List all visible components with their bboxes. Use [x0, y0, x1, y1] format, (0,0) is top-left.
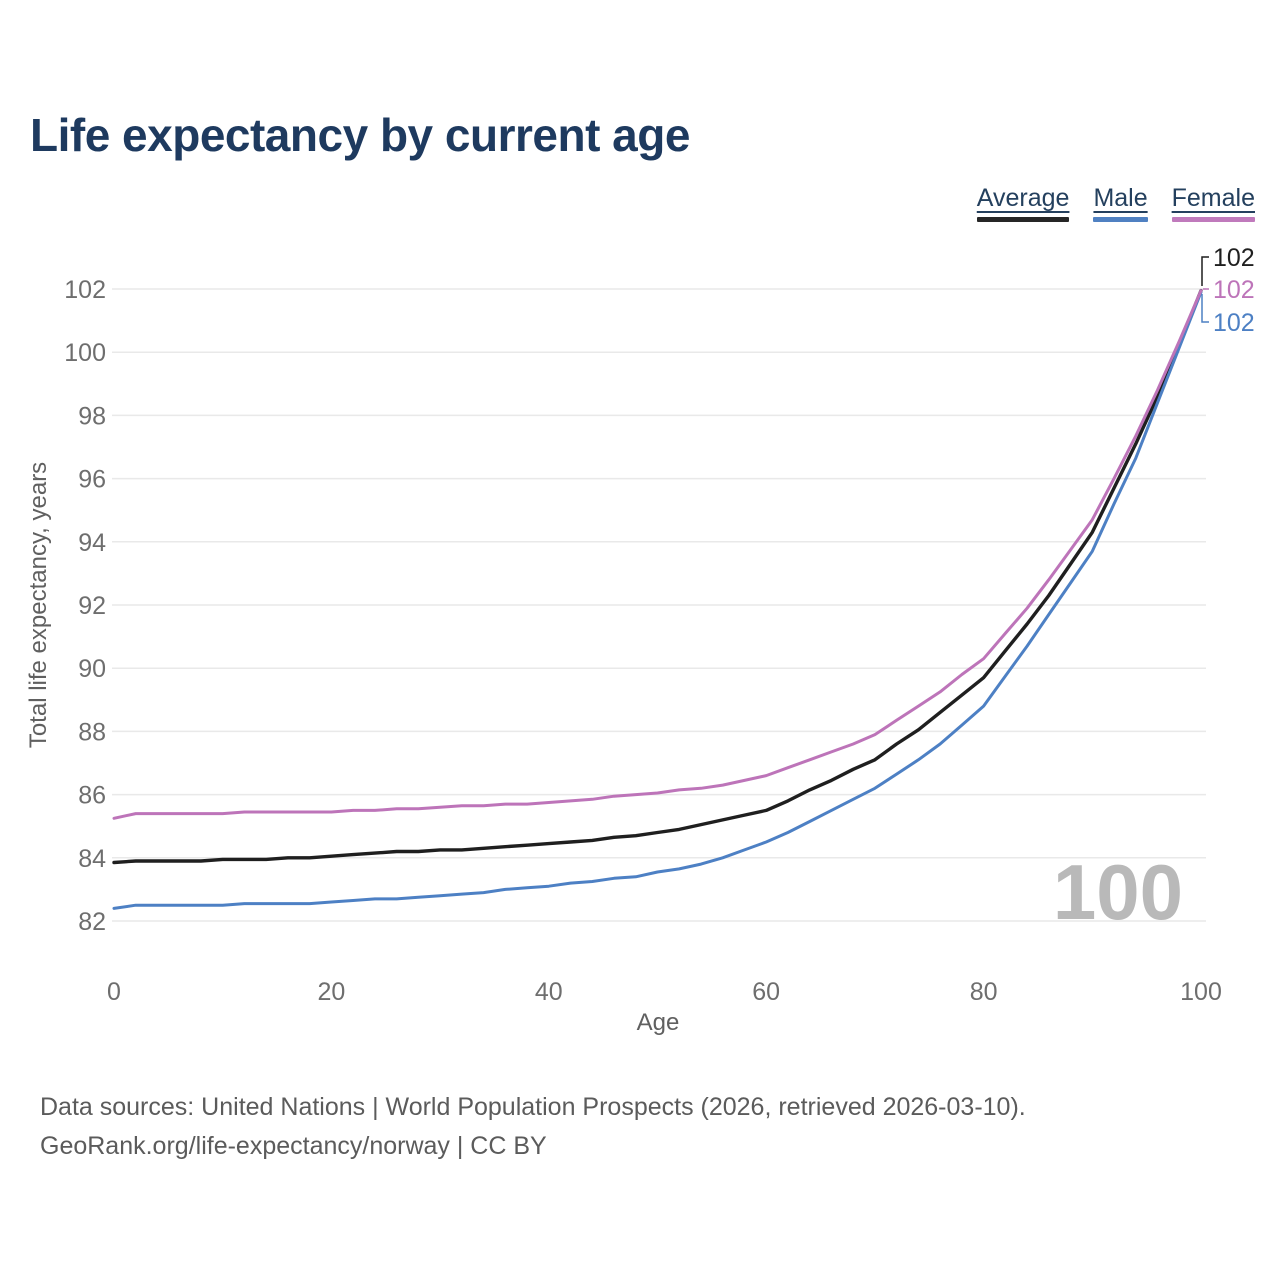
- y-tick-label: 100: [64, 339, 106, 367]
- legend-label-male: Male: [1093, 184, 1148, 212]
- y-tick-label: 92: [78, 592, 106, 620]
- end-label-average: 102: [1213, 244, 1255, 272]
- end-label-female: 102: [1213, 276, 1255, 304]
- x-tick-label: 80: [970, 978, 998, 1006]
- legend-item-female[interactable]: Female: [1171, 184, 1255, 222]
- series-line-male[interactable]: [112, 290, 1203, 910]
- end-label-male: 102: [1213, 309, 1255, 337]
- footer-attribution: GeoRank.org/life-expectancy/norway | CC …: [40, 1132, 547, 1160]
- x-tick-label: 20: [317, 978, 345, 1006]
- legend: Average Male Female: [976, 184, 1255, 222]
- y-tick-label: 102: [64, 276, 106, 304]
- x-tick-label: 100: [1180, 978, 1222, 1006]
- y-axis-title: Total life expectancy, years: [25, 462, 52, 748]
- legend-label-female: Female: [1171, 184, 1255, 212]
- x-tick-label: 60: [752, 978, 780, 1006]
- y-tick-label: 94: [78, 529, 106, 557]
- x-tick-label: 0: [107, 978, 121, 1006]
- y-tick-label: 84: [78, 845, 106, 873]
- watermark: 100: [1053, 848, 1183, 936]
- series-line-average[interactable]: [112, 288, 1203, 865]
- y-tick-label: 90: [78, 655, 106, 683]
- legend-item-male[interactable]: Male: [1093, 184, 1148, 222]
- y-tick-label: 88: [78, 718, 106, 746]
- footer-sources: Data sources: United Nations | World Pop…: [40, 1093, 1026, 1121]
- legend-label-average: Average: [976, 184, 1070, 212]
- end-label-leader-male: [1201, 294, 1209, 323]
- y-tick-label: 82: [78, 908, 106, 936]
- x-tick-label: 40: [535, 978, 563, 1006]
- legend-swatch-average: [976, 217, 1070, 222]
- y-tick-label: 98: [78, 402, 106, 430]
- x-axis-title: Age: [637, 1009, 680, 1036]
- page-title: Life expectancy by current age: [30, 109, 690, 161]
- end-label-leader-average: [1201, 256, 1209, 286]
- y-tick-label: 96: [78, 466, 106, 494]
- legend-swatch-female: [1171, 217, 1255, 222]
- legend-item-average[interactable]: Average: [976, 184, 1070, 222]
- series-line-female[interactable]: [112, 289, 1203, 820]
- legend-swatch-male: [1093, 217, 1148, 222]
- footer: Data sources: United Nations | World Pop…: [40, 1088, 1026, 1166]
- chart-canvas: 82 84 86 88 90 92 94 96 98 100 102 0 20 40 60 80 100 Age T…: [25, 244, 1255, 1036]
- y-tick-label: 86: [78, 782, 106, 810]
